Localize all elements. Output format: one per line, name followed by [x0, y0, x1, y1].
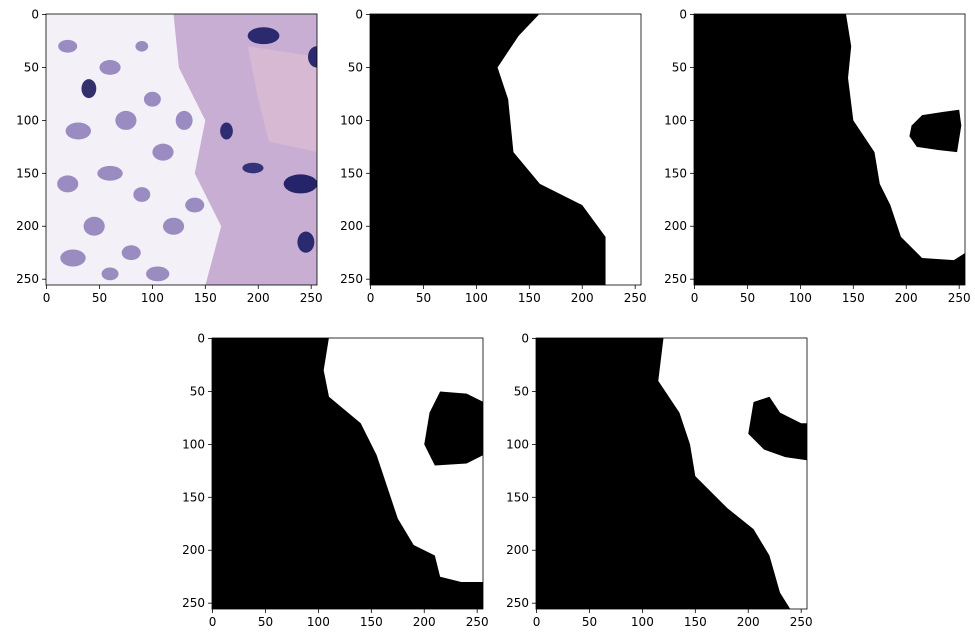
x-tick-label: 100: [631, 615, 654, 629]
y-tick-label: 250: [182, 596, 205, 610]
x-tick-label: 150: [518, 291, 541, 305]
y-tick-label: 150: [182, 490, 205, 504]
x-tick-label: 100: [465, 291, 488, 305]
y-tick-label: 150: [340, 166, 363, 180]
y-tick-label: 50: [514, 384, 529, 398]
mask-image: [536, 337, 808, 609]
y-tick-label: 250: [506, 596, 529, 610]
y-tick-label: 200: [182, 543, 205, 557]
x-tick-label: 0: [367, 291, 375, 305]
x-tick-label: 250: [300, 291, 323, 305]
y-tick-label: 150: [506, 490, 529, 504]
y-tick-label: 200: [340, 219, 363, 233]
x-tick-label: 0: [691, 291, 699, 305]
x-tick-label: 100: [141, 291, 164, 305]
y-tick-label: 50: [190, 384, 205, 398]
y-tick-label: 0: [355, 8, 363, 22]
x-tick-label: 0: [209, 615, 217, 629]
mask-image: [212, 337, 484, 609]
y-tick-label: 200: [664, 219, 687, 233]
x-tick-label: 200: [413, 615, 436, 629]
y-tick-label: 0: [197, 332, 205, 346]
x-tick-label: 200: [571, 291, 594, 305]
mask-image: [694, 13, 966, 285]
y-tick-label: 0: [679, 8, 687, 22]
x-tick-label: 0: [43, 291, 51, 305]
x-tick-label: 100: [789, 291, 812, 305]
x-tick-label: 150: [360, 615, 383, 629]
x-tick-label: 150: [684, 615, 707, 629]
x-tick-label: 0: [533, 615, 541, 629]
x-tick-label: 250: [948, 291, 971, 305]
y-tick-label: 250: [16, 272, 39, 286]
y-tick-label: 50: [348, 60, 363, 74]
x-tick-label: 250: [790, 615, 813, 629]
y-tick-label: 100: [506, 437, 529, 451]
x-tick-label: 250: [466, 615, 489, 629]
y-tick-label: 100: [664, 113, 687, 127]
x-tick-label: 50: [582, 615, 597, 629]
y-tick-label: 200: [16, 219, 39, 233]
x-tick-label: 200: [895, 291, 918, 305]
y-tick-label: 200: [506, 543, 529, 557]
figure: 0 50 100 150 200 250 0 50 100 150 200 250 0 50 100 150 2…: [0, 0, 975, 632]
y-tick-label: 0: [521, 332, 529, 346]
x-tick-label: 50: [740, 291, 755, 305]
x-tick-label: 200: [247, 291, 270, 305]
y-tick-label: 100: [182, 437, 205, 451]
y-tick-label: 250: [340, 272, 363, 286]
y-tick-label: 50: [672, 60, 687, 74]
x-tick-label: 250: [624, 291, 647, 305]
x-tick-label: 150: [194, 291, 217, 305]
y-tick-label: 50: [24, 60, 39, 74]
y-tick-label: 0: [31, 8, 39, 22]
x-tick-label: 150: [842, 291, 865, 305]
image: [46, 14, 325, 286]
x-tick-label: 100: [307, 615, 330, 629]
y-tick-label: 150: [16, 166, 39, 180]
y-tick-label: 150: [664, 166, 687, 180]
x-tick-label: 50: [92, 291, 107, 305]
x-tick-label: 50: [258, 615, 273, 629]
x-tick-label: 50: [416, 291, 431, 305]
x-tick-label: 200: [737, 615, 760, 629]
mask-image: [370, 13, 642, 285]
y-tick-label: 100: [16, 113, 39, 127]
y-tick-label: 250: [664, 272, 687, 286]
y-tick-label: 100: [340, 113, 363, 127]
